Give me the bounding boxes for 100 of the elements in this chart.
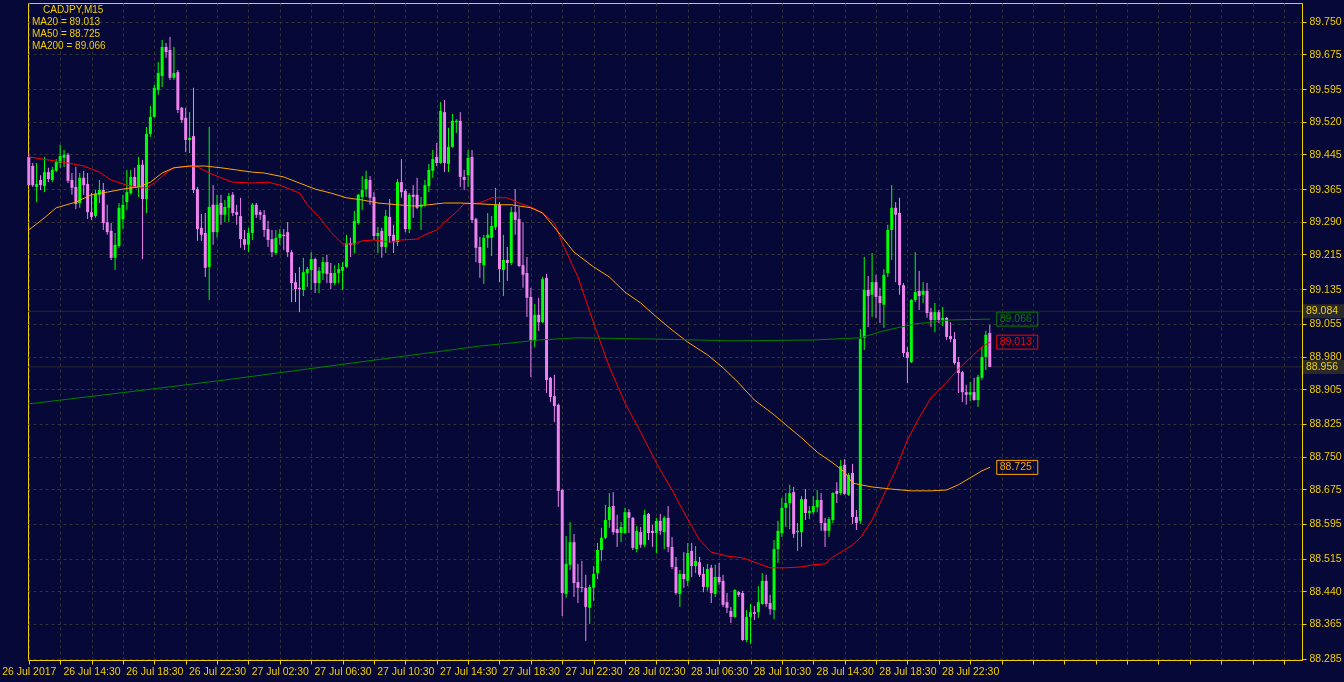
candlestick bbox=[866, 275, 870, 328]
candlestick bbox=[647, 512, 651, 541]
x-tick-label: 28 Jul 10:30 bbox=[753, 664, 812, 677]
candlestick bbox=[870, 252, 874, 318]
y-tick-label: 89.365 bbox=[1309, 182, 1342, 195]
candlestick bbox=[325, 254, 329, 284]
candlestick bbox=[662, 515, 666, 550]
x-tick-label: 27 Jul 22:30 bbox=[565, 664, 623, 677]
y-tick-label: 88.675 bbox=[1309, 482, 1342, 495]
candlestick bbox=[835, 481, 839, 504]
candlestick bbox=[505, 246, 509, 282]
annotation: 89.066 bbox=[999, 312, 1033, 325]
candlestick bbox=[148, 105, 152, 138]
candlestick bbox=[639, 526, 643, 549]
x-tick-label: 26 Jul 14:30 bbox=[63, 664, 121, 677]
chart-title: CADJPY,M15 bbox=[43, 4, 104, 15]
x-tick-label: 26 Jul 18:30 bbox=[126, 664, 184, 677]
candlestick bbox=[219, 194, 223, 226]
y-tick-label: 89.520 bbox=[1309, 115, 1342, 128]
candlestick bbox=[35, 162, 39, 203]
y-tick-label: 89.215 bbox=[1309, 247, 1342, 260]
candlestick bbox=[913, 251, 917, 303]
candlestick bbox=[658, 513, 662, 536]
candlestick bbox=[874, 274, 878, 319]
candlestick bbox=[803, 488, 807, 521]
candlestick bbox=[949, 321, 953, 343]
candlestick bbox=[917, 270, 921, 311]
y-tick-label: 88.440 bbox=[1309, 584, 1342, 597]
candlestick bbox=[890, 184, 894, 261]
candlestick bbox=[309, 251, 313, 291]
annotation: MA200 = 89.066 bbox=[32, 40, 107, 51]
candlestick bbox=[286, 221, 290, 258]
candlestick bbox=[501, 234, 505, 297]
candlestick bbox=[756, 585, 760, 619]
annotation: 89.013 bbox=[999, 335, 1033, 348]
x-tick-label: 28 Jul 18:30 bbox=[879, 664, 937, 677]
y-tick-label: 89.055 bbox=[1309, 317, 1342, 330]
candlestick bbox=[964, 384, 968, 406]
x-tick-label: 27 Jul 02:30 bbox=[251, 664, 310, 677]
candlestick bbox=[90, 192, 94, 221]
ref-line-label: 89.084 bbox=[1306, 304, 1339, 317]
candlestick bbox=[337, 262, 341, 284]
candlestick bbox=[239, 197, 243, 249]
candlestick bbox=[701, 566, 705, 593]
candlestick bbox=[462, 169, 466, 191]
candlestick bbox=[894, 201, 898, 283]
candlestick bbox=[745, 609, 749, 643]
x-tick-label: 27 Jul 14:30 bbox=[439, 664, 498, 677]
candlestick bbox=[223, 199, 227, 223]
candlestick bbox=[246, 227, 250, 253]
candlestick bbox=[376, 226, 380, 254]
y-tick-label: 88.905 bbox=[1309, 382, 1342, 395]
candlestick bbox=[968, 381, 972, 402]
candlestick bbox=[231, 191, 235, 217]
candlestick bbox=[635, 525, 639, 553]
y-tick-label: 88.285 bbox=[1309, 652, 1342, 665]
y-tick-label: 89.595 bbox=[1309, 82, 1342, 95]
candlestick bbox=[227, 192, 231, 223]
y-tick-label: 89.750 bbox=[1309, 15, 1342, 28]
candlestick bbox=[388, 198, 392, 244]
candlestick bbox=[74, 166, 78, 210]
candlestick bbox=[380, 227, 384, 259]
candlestick bbox=[694, 545, 698, 574]
candlestick bbox=[713, 564, 717, 598]
line-series bbox=[28, 165, 991, 492]
ref-line-label: 88.956 bbox=[1306, 359, 1339, 372]
candlestick bbox=[945, 316, 949, 341]
x-tick-label: 28 Jul 14:30 bbox=[816, 664, 874, 677]
x-tick-label: 28 Jul 02:30 bbox=[628, 664, 686, 677]
candlestick bbox=[933, 302, 937, 333]
candlestick bbox=[243, 229, 247, 251]
candlestick bbox=[313, 257, 317, 294]
candlestick bbox=[705, 563, 709, 592]
x-tick-label: 27 Jul 06:30 bbox=[314, 664, 372, 677]
candlestick bbox=[435, 142, 439, 167]
x-tick-label: 28 Jul 06:30 bbox=[691, 664, 749, 677]
candlestick bbox=[333, 264, 337, 286]
y-tick-label: 88.750 bbox=[1309, 450, 1342, 463]
x-tick-label: 26 Jul 22:30 bbox=[188, 664, 247, 677]
y-tick-label: 88.980 bbox=[1309, 350, 1342, 362]
candlestick bbox=[345, 234, 348, 269]
annotation: MA50 = 88.725 bbox=[32, 28, 101, 39]
candlestick bbox=[341, 261, 345, 291]
x-tick-label: 27 Jul 10:30 bbox=[377, 664, 435, 677]
candlestick bbox=[603, 504, 607, 540]
candlestick bbox=[596, 542, 600, 580]
candlestick bbox=[415, 177, 419, 210]
y-tick-label: 89.445 bbox=[1309, 147, 1342, 160]
candlestick bbox=[364, 170, 368, 198]
y-tick-label: 88.595 bbox=[1309, 517, 1342, 530]
candlestick bbox=[921, 281, 925, 304]
candlestick bbox=[584, 574, 588, 642]
annotation: 88.725 bbox=[999, 460, 1033, 473]
x-tick-label: 27 Jul 18:30 bbox=[502, 664, 561, 677]
candlestick bbox=[678, 569, 682, 608]
y-tick-label: 89.290 bbox=[1309, 215, 1342, 228]
candlestick bbox=[62, 149, 66, 168]
y-tick-label: 89.135 bbox=[1309, 282, 1342, 295]
candlestick bbox=[654, 517, 658, 554]
y-tick-label: 88.365 bbox=[1309, 617, 1342, 630]
